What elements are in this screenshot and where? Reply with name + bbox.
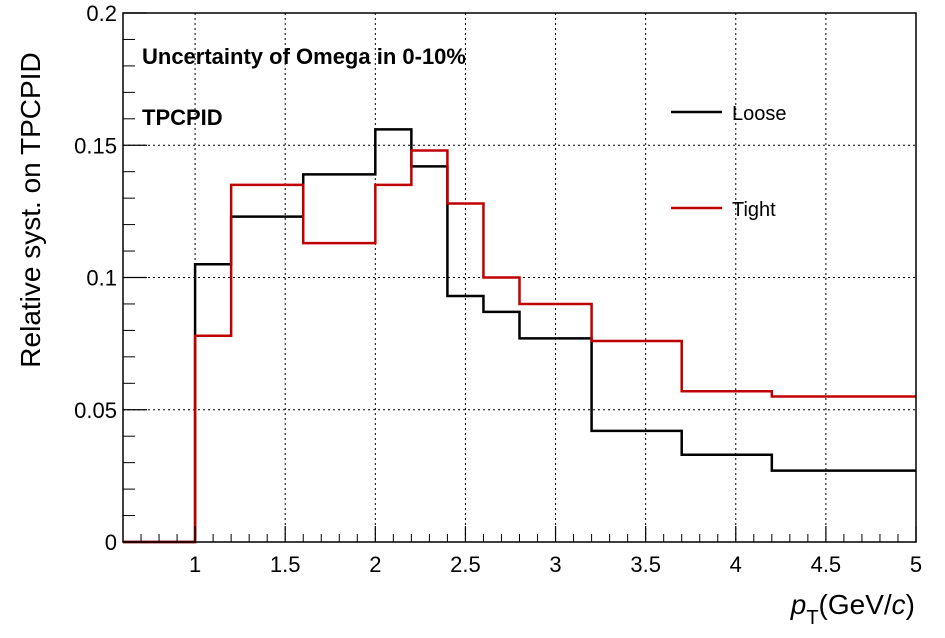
x-tick-label: 4 — [730, 552, 742, 577]
x-axis-label-unit-italic: c — [892, 589, 906, 620]
x-tick-label: 2.5 — [450, 552, 481, 577]
x-axis-label-main: p — [790, 589, 807, 620]
series-layer — [123, 128, 916, 544]
x-tick-label: 1 — [189, 552, 201, 577]
x-tick-label: 3 — [549, 552, 561, 577]
x-tick-label: 4.5 — [811, 552, 842, 577]
x-tick-label: 5 — [910, 552, 922, 577]
series-line-loose — [123, 128, 916, 544]
legend-label-tight: Tight — [732, 199, 776, 221]
y-tick-label: 0.15 — [74, 133, 117, 158]
y-tick-label: 0 — [105, 530, 117, 555]
legend: Loose Tight — [671, 103, 787, 221]
x-tick-label: 2 — [369, 552, 381, 577]
tick-labels: 1 1.5 2 2.5 3 3.5 4 4.5 5 0 0.05 0.1 0.15 0.2 — [74, 1, 922, 577]
x-axis-label-unit-pre: (GeV/ — [819, 589, 892, 620]
y-tick-label: 0.1 — [86, 266, 117, 291]
x-tick-label: 1.5 — [270, 552, 301, 577]
series-line-tight — [123, 149, 916, 544]
y-tick-label: 0.2 — [86, 1, 117, 26]
x-axis-label-sub: T — [806, 607, 818, 629]
annotation-title: Uncertainty of Omega in 0-10% — [142, 44, 466, 69]
legend-label-loose: Loose — [732, 103, 787, 125]
y-tick-label: 0.05 — [74, 398, 117, 423]
x-axis-label: pT(GeV/c) — [790, 589, 915, 629]
y-axis-label: Relative syst. on TPCPID — [15, 52, 46, 367]
axis-ticks — [122, 12, 917, 543]
x-axis-label-unit-post: ) — [906, 589, 915, 620]
annotation-tpcpid: TPCPID — [142, 105, 223, 130]
x-tick-label: 3.5 — [630, 552, 661, 577]
